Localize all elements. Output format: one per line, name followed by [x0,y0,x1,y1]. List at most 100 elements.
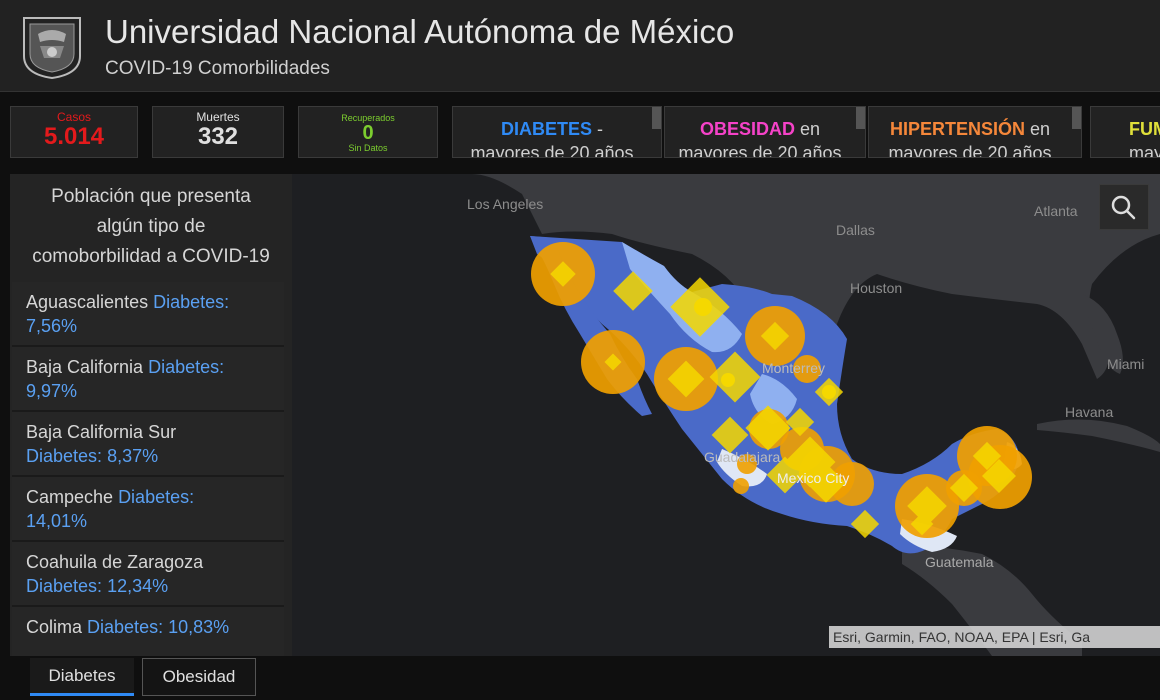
map-search-button[interactable] [1099,184,1149,230]
dot-marker [721,373,735,387]
state-name: Baja California Sur [26,422,177,442]
circle-marker [793,355,821,383]
map-label-atlanta: Atlanta [1034,203,1078,219]
page-title: Universidad Nacional Autónoma de México [105,13,735,50]
cases-label: Casos [56,110,91,124]
hypertension-card[interactable]: HIPERTENSIÓN en mayores de 20 años [868,106,1082,158]
map-label-los-angeles: Los Angeles [467,196,544,212]
small-dot-markers [694,298,836,399]
deaths-indicator[interactable]: Muertes 332 [152,106,284,158]
state-list-panel: Población que presenta algún tipo de com… [10,174,300,656]
recovered-note: Sin Datos [348,143,388,153]
indicator-row: Casos 5.014 Muertes 332 Recuperados 0 Si… [0,92,1160,172]
map-label-havana: Havana [1065,404,1114,420]
recovered-label: Recuperados [341,113,395,123]
indicator-value: 7,56% [26,316,78,336]
list-item[interactable]: Baja California Diabetes: 9,97% [12,347,284,412]
diamond-marker [709,351,761,403]
map-view[interactable]: Los Angeles Dallas Atlanta Houston Miami… [292,174,1160,656]
indicator-label: Diabetes: [118,487,195,507]
diamond-marker [949,473,979,503]
indicator-value: 8,37% [107,446,159,466]
panel-heading-line: algún tipo de [96,216,206,237]
diamond-marker [972,441,1002,471]
state-name: Coahuila de Zaragoza [26,552,204,572]
card-scrollbar[interactable] [1072,107,1081,129]
diamond-marker [785,407,815,437]
indicator-value: 14,01% [26,511,88,531]
diamond-marker [806,463,846,503]
map-label-dallas: Dallas [836,222,875,238]
obesity-card[interactable]: OBESIDAD en mayores de 20 años [664,106,866,158]
list-item[interactable]: Aguascalientes Diabetes: 7,56% [12,282,284,347]
deaths-value: 332 [197,123,239,150]
panel-heading-line: Población que presenta [51,186,251,207]
circle-marker [733,478,749,494]
smokers-card-line2: may [1129,143,1160,158]
hypertension-card-name: HIPERTENSIÓN [889,119,1025,139]
diamond-marker [667,360,705,398]
state-name: Baja California [26,357,144,377]
bottom-tabs: Diabetes Obesidad [0,656,1160,700]
land-north-america [292,174,1160,379]
diabetes-card-name: DIABETES [500,119,592,139]
diamond-marker [613,271,653,311]
diamond-marker [910,512,934,536]
card-scrollbar[interactable] [652,107,661,129]
diamond-marker [907,486,947,526]
circle-marker [737,454,757,474]
list-item[interactable]: Campeche Diabetes: 14,01% [12,477,284,542]
indicator-label: Diabetes: [26,576,103,596]
state-name: Colima [26,617,83,637]
diabetes-card[interactable]: DIABETES - mayores de 20 años [452,106,662,158]
smokers-card[interactable]: FUM may [1090,106,1160,158]
diamond-marker [604,353,622,371]
diamond-marker [550,261,576,287]
hypertension-card-line2: mayores de 20 años [888,143,1052,158]
circle-marker [830,462,874,506]
app-header: Universidad Nacional Autónoma de México … [0,0,1160,92]
map-attribution: Esri, Garmin, FAO, NOAA, EPA | Esri, Ga [829,626,1160,648]
obesity-card-line2: mayores de 20 años [678,143,842,158]
map-label-miami: Miami [1107,356,1145,372]
tab-diabetes[interactable]: Diabetes [30,658,134,696]
diabetes-card-line2: mayores de 20 años [470,143,634,158]
tab-obesidad[interactable]: Obesidad [142,658,256,696]
basemap [292,174,1160,656]
obesity-card-suffix: en [794,119,821,139]
page-subtitle: COVID-19 Comorbilidades [105,58,330,79]
diamond-marker [711,416,749,454]
state-name: Aguascalientes [26,292,149,312]
indicator-label: Diabetes: [148,357,225,377]
diamond-marker [766,456,804,494]
dot-marker [694,298,712,316]
state-list: Aguascalientes Diabetes: 7,56% Baja Cali… [12,282,284,656]
diamond-marker [850,509,880,539]
recovered-indicator[interactable]: Recuperados 0 Sin Datos [298,106,438,158]
indicator-value: 9,97% [26,381,78,401]
deaths-label: Muertes [196,110,240,124]
cases-value: 5.014 [43,123,105,150]
diamond-marker [982,459,1016,493]
cases-indicator[interactable]: Casos 5.014 [10,106,138,158]
unam-seal-icon [23,17,81,80]
state-name: Campeche [26,487,114,507]
list-item[interactable]: Colima Diabetes: 10,83% [12,607,284,656]
land-cuba [1037,419,1160,452]
list-item[interactable]: Baja California Sur Diabetes: 8,37% [12,412,284,477]
smokers-card-name: FUM [1129,119,1160,139]
list-item[interactable]: Coahuila de Zaragoza Diabetes: 12,34% [12,542,284,607]
indicator-label: Diabetes: [26,446,103,466]
panel-heading-line: comoborbilidad a COVID-19 [32,246,270,267]
diamond-marker [760,321,790,351]
diabetes-card-suffix: - [592,119,603,139]
indicator-label: Diabetes: [87,617,164,637]
indicator-label: Diabetes: [153,292,230,312]
map-label-guatemala: Guatemala [925,554,994,570]
map-label-guadalajara: Guadalajara [704,449,781,465]
hypertension-card-suffix: en [1025,119,1051,139]
indicator-value: 12,34% [107,576,169,596]
obesity-card-name: OBESIDAD [699,119,795,139]
search-icon [1111,195,1136,220]
card-scrollbar[interactable] [856,107,865,129]
